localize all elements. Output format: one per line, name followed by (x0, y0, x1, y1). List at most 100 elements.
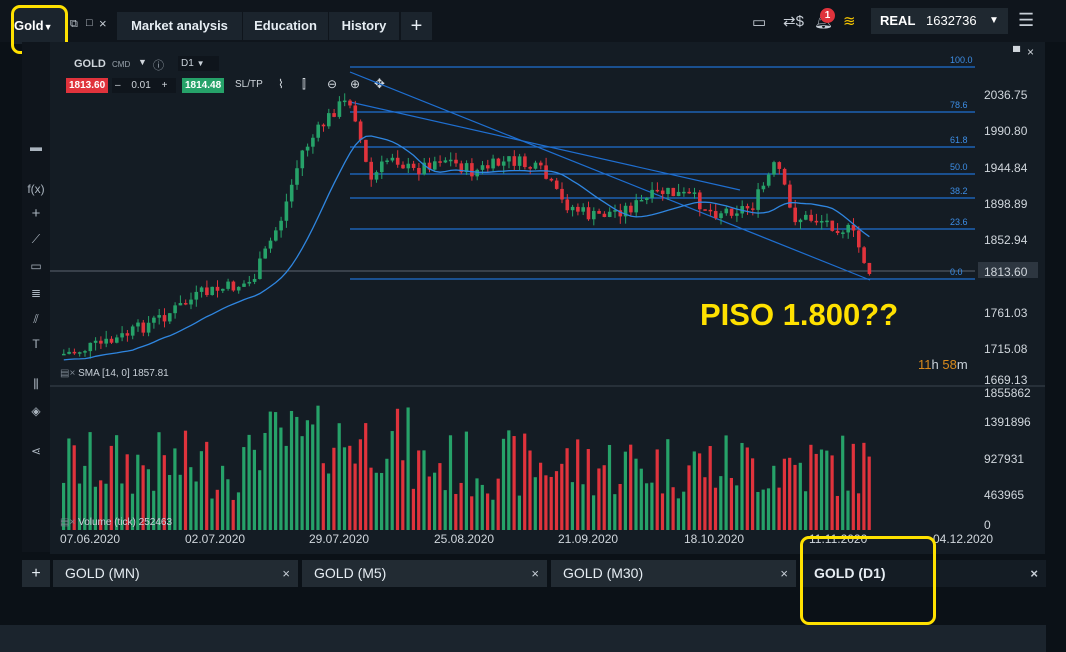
maximize-icon[interactable]: ▀ (1013, 47, 1021, 58)
close-icon[interactable]: × (780, 566, 788, 581)
layers-icon[interactable]: ◈ (31, 404, 41, 418)
chart-tab-m5[interactable]: GOLD (M5) × (302, 560, 547, 587)
volume-bar (464, 431, 468, 530)
tab-history[interactable]: History (329, 12, 399, 40)
volume-bar (613, 494, 617, 530)
candle-body (358, 121, 363, 140)
candle-body (666, 187, 670, 195)
candle-body (698, 192, 702, 210)
symbol-selector[interactable]: Gold▼ (14, 8, 65, 44)
ask-price[interactable]: 1814.48 (182, 78, 225, 93)
volume-bar (480, 484, 484, 530)
candle-body (751, 208, 755, 210)
candle-body (539, 162, 543, 166)
maximize-icon[interactable]: □ (86, 17, 93, 29)
candle-body (692, 192, 697, 194)
volume-bar (698, 453, 702, 530)
countdown-hours: 11 (918, 357, 932, 372)
candle-body (189, 299, 193, 305)
candlestick-chart[interactable]: 2036.75 1990.80 1944.84 1898.89 1852.94 1813.… (50, 42, 1045, 554)
candle-body (417, 167, 421, 175)
date-tick-label: 07.06.2020 (60, 532, 120, 546)
candle-body (109, 338, 114, 343)
rectangle-tool-icon[interactable]: ▬ (30, 140, 42, 154)
close-icon[interactable]: × (531, 566, 539, 581)
add-tab-button[interactable]: + (401, 12, 432, 40)
volume-bar (274, 412, 278, 530)
volume-bar (401, 460, 405, 530)
chart-panel[interactable]: GOLD CMD ▼ ⓘ D1 ▼ 1813.60 – 0.01 + 1814.… (50, 42, 1045, 554)
popout-icon[interactable]: ⧉ (70, 18, 78, 30)
volume-bar (618, 483, 622, 530)
close-icon[interactable]: × (1027, 45, 1035, 59)
chevron-down-icon[interactable]: ▼ (138, 57, 147, 67)
volume-bar (183, 430, 188, 530)
volume-bar (576, 439, 580, 530)
layout-icon[interactable]: ▭ (752, 14, 767, 31)
candle-body (337, 101, 342, 117)
volume-bar (67, 438, 71, 530)
volume-bar (851, 443, 855, 530)
crosshair-icon[interactable]: + (31, 205, 41, 222)
plus-icon[interactable]: + (161, 80, 168, 91)
volume-bar (316, 405, 320, 530)
tab-education[interactable]: Education (243, 12, 328, 40)
share-icon[interactable]: ⋖ (30, 444, 42, 458)
zoom-out-icon[interactable]: ⊖ (327, 77, 338, 91)
chart-tab-m30[interactable]: GOLD (M30) × (551, 560, 796, 587)
add-chart-button[interactable]: + (22, 560, 50, 587)
bid-price[interactable]: 1813.60 (66, 78, 109, 93)
candle-body (491, 158, 495, 169)
volume-bar (321, 463, 325, 530)
fibonacci-icon[interactable]: ≣ (30, 286, 42, 300)
sltp-button[interactable]: SL/TP (235, 79, 263, 90)
text-tool-icon[interactable]: T (32, 337, 40, 351)
close-icon[interactable]: × (282, 566, 290, 581)
chart-tab-mn[interactable]: GOLD (MN) × (53, 560, 298, 587)
function-icon[interactable]: f(x) (27, 182, 45, 196)
zoom-in-icon[interactable]: ⊕ (350, 77, 361, 91)
exchange-icon[interactable]: ⇄$ (783, 13, 804, 30)
settings-icon[interactable]: ▤× (60, 517, 76, 528)
candle-body (433, 161, 437, 170)
channel-icon[interactable]: ⫽ (33, 312, 39, 326)
candle-body (305, 146, 310, 151)
account-selector[interactable]: REAL 1632736 ▼ (871, 8, 1008, 34)
shape-tool-icon[interactable]: ▭ (30, 259, 42, 273)
close-icon[interactable]: × (1030, 566, 1038, 581)
candle-body (703, 209, 707, 211)
volume-bar (761, 489, 765, 530)
info-icon[interactable]: ⓘ (153, 60, 164, 72)
volume-bar (857, 493, 861, 530)
volume-bar (708, 446, 712, 530)
timeframe-selector[interactable]: D1 ▼ (178, 56, 219, 71)
candle-body (194, 291, 199, 300)
candle-body (846, 224, 850, 233)
menu-icon[interactable]: ☰ (1018, 10, 1035, 30)
line-tool-icon[interactable]: ⟋ (31, 232, 41, 246)
settings-icon[interactable]: ▤× (60, 368, 76, 379)
line-chart-icon[interactable]: ⌇ (278, 77, 284, 91)
indicators-icon[interactable]: ⫼ (33, 377, 39, 391)
minus-icon[interactable]: – (115, 80, 121, 91)
volume-bar (703, 477, 707, 530)
countdown-minutes: 58 (942, 357, 957, 372)
tab-market-analysis[interactable]: Market analysis (117, 12, 242, 40)
volume-bar (676, 498, 680, 530)
volume-bar (136, 454, 140, 530)
chevron-down-icon: ▼ (196, 59, 205, 68)
candles-icon[interactable]: ⫿ (302, 77, 306, 91)
lot-input[interactable]: – 0.01 + (112, 78, 176, 93)
volume-bar (666, 439, 670, 530)
candle-body (841, 232, 845, 234)
chart-tab-d1[interactable]: GOLD (D1) × (800, 560, 1046, 587)
candle-body (242, 283, 246, 287)
candle-body (597, 210, 601, 214)
volume-bar (93, 486, 97, 530)
close-icon[interactable]: × (99, 16, 107, 31)
account-mode: REAL (880, 13, 916, 28)
candle-body (183, 303, 188, 305)
candle-body (62, 353, 66, 356)
sma-line (63, 135, 870, 361)
candle-body (777, 162, 782, 169)
